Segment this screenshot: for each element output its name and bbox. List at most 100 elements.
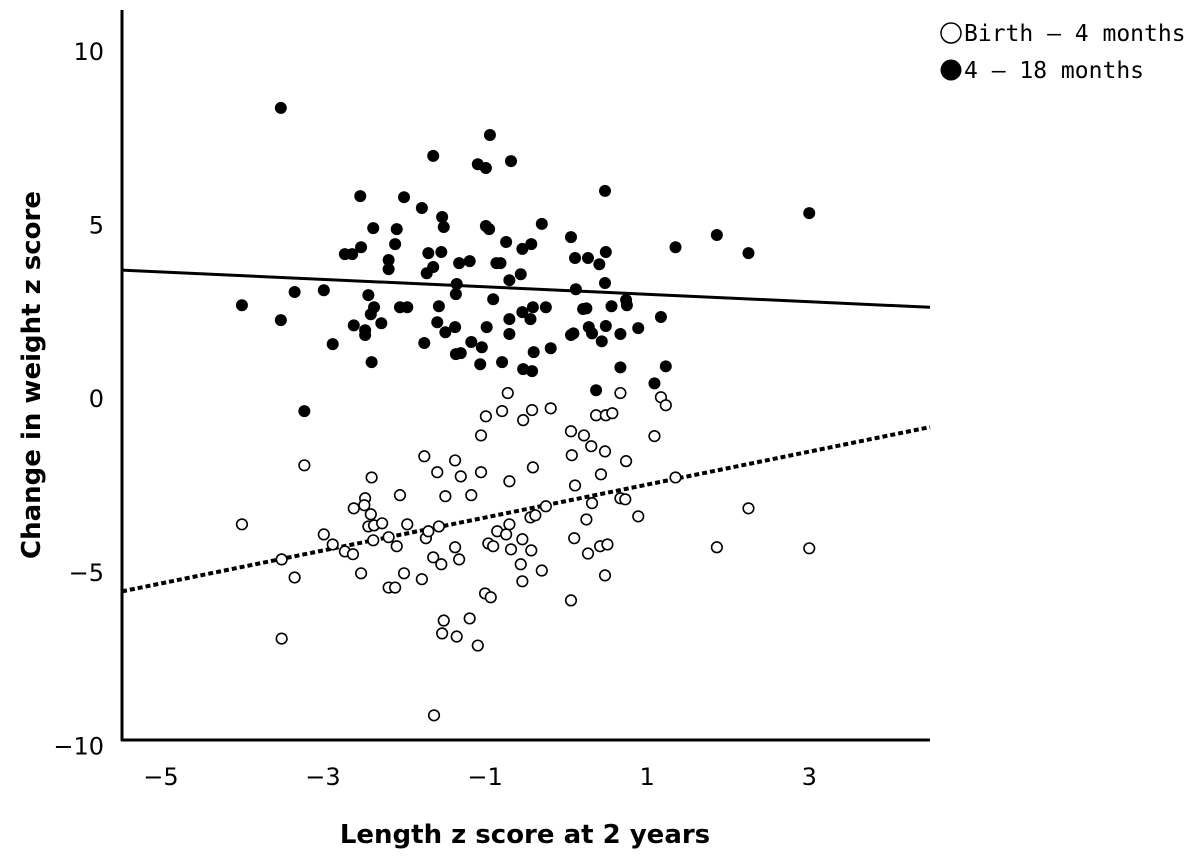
point-4-18-months <box>580 302 593 315</box>
point-4-18-months <box>483 223 496 236</box>
point-birth-4-months <box>544 402 557 415</box>
point-birth-4-months <box>474 429 488 442</box>
point-4-18-months <box>367 222 380 235</box>
point-4-18-months <box>605 300 618 313</box>
y-axis-title: Change in weight z score <box>17 191 47 559</box>
point-4-18-months <box>586 327 599 340</box>
point-4-18-months <box>463 255 476 268</box>
legend-label-birth-4-months: Birth – 4 months <box>964 21 1186 47</box>
legend-open-circle-icon <box>940 22 962 44</box>
point-4-18-months <box>453 257 466 270</box>
point-birth-4-months <box>535 564 548 577</box>
point-birth-4-months <box>453 553 466 566</box>
point-4-18-months <box>593 258 606 271</box>
point-4-18-months <box>526 301 539 314</box>
legend: Birth – 4 months 4 – 18 months <box>940 21 1186 84</box>
point-4-18-months <box>710 229 723 242</box>
point-birth-4-months <box>619 455 633 468</box>
point-birth-4-months <box>516 533 529 546</box>
point-4-18-months <box>514 268 527 281</box>
point-birth-4-months <box>568 532 581 545</box>
point-birth-4-months <box>401 518 414 531</box>
point-birth-4-months <box>525 403 539 417</box>
point-4-18-months <box>567 327 580 340</box>
point-birth-4-months <box>614 386 627 400</box>
point-birth-4-months <box>484 591 497 604</box>
point-birth-4-months <box>382 531 395 544</box>
point-4-18-months <box>449 288 462 301</box>
point-birth-4-months <box>288 571 301 584</box>
point-4-18-months <box>435 246 448 259</box>
point-4-18-months <box>382 254 395 267</box>
y-tick-label: −10 <box>53 733 104 761</box>
point-4-18-months <box>436 210 449 223</box>
point-birth-4-months <box>514 558 527 571</box>
point-4-18-months <box>382 263 395 276</box>
legend-label-4-18-months: 4 – 18 months <box>964 58 1144 84</box>
point-birth-4-months <box>495 405 509 418</box>
point-birth-4-months <box>415 573 428 586</box>
point-birth-4-months <box>474 466 488 479</box>
point-birth-4-months <box>347 502 360 515</box>
point-4-18-months <box>439 326 452 339</box>
point-4-18-months <box>449 321 462 334</box>
point-4-18-months <box>475 341 488 354</box>
point-birth-4-months <box>564 425 578 438</box>
point-4-18-months <box>503 328 516 341</box>
point-4-18-months <box>599 320 612 333</box>
point-birth-4-months <box>439 490 452 503</box>
point-birth-4-months <box>367 534 380 547</box>
point-birth-4-months <box>669 471 682 484</box>
point-4-18-months <box>355 241 368 254</box>
point-4-18-months <box>479 162 492 175</box>
point-birth-4-months <box>503 475 516 488</box>
point-4-18-months <box>595 335 608 348</box>
point-birth-4-months <box>619 493 632 506</box>
point-birth-4-months <box>585 440 598 453</box>
point-4-18-months <box>669 241 682 254</box>
point-birth-4-months <box>594 468 608 481</box>
y-tick-labels: 10 5 0 −5 −10 <box>53 38 104 761</box>
point-birth-4-months <box>418 450 431 463</box>
y-tick-label: −5 <box>69 559 104 587</box>
point-4-18-months <box>298 405 311 418</box>
point-4-18-months <box>648 377 661 390</box>
point-4-18-months <box>516 306 529 319</box>
point-birth-4-months <box>648 430 661 443</box>
point-birth-4-months <box>431 466 444 479</box>
point-birth-4-months <box>565 449 578 462</box>
point-4-18-months <box>347 319 360 332</box>
point-4-18-months <box>505 155 518 168</box>
x-tick-label: −5 <box>143 763 178 791</box>
point-4-18-months <box>599 276 612 289</box>
point-4-18-months <box>599 246 612 259</box>
x-tick-label: −3 <box>305 763 340 791</box>
point-birth-4-months <box>354 567 368 580</box>
point-birth-4-months <box>501 386 514 400</box>
point-4-18-months <box>599 184 612 197</box>
legend-filled-circle-icon <box>940 59 962 81</box>
point-4-18-months <box>496 356 509 369</box>
point-birth-4-months <box>389 581 402 594</box>
x-tick-labels: −5 −3 −1 1 3 <box>143 763 817 791</box>
point-birth-4-months <box>393 489 407 502</box>
point-birth-4-months <box>448 541 462 554</box>
point-4-18-months <box>483 129 496 142</box>
point-4-18-months <box>375 317 388 330</box>
point-birth-4-months <box>437 614 450 627</box>
point-4-18-months <box>614 328 627 341</box>
point-birth-4-months <box>465 489 478 502</box>
point-birth-4-months <box>390 540 403 553</box>
point-4-18-months <box>420 267 433 280</box>
point-birth-4-months <box>479 410 492 423</box>
point-birth-4-months <box>235 518 249 531</box>
x-axis-title: Length z score at 2 years <box>340 820 710 850</box>
point-4-18-months <box>487 293 500 306</box>
point-birth-4-months <box>539 500 552 513</box>
point-birth-4-months <box>525 544 538 557</box>
point-birth-4-months <box>526 461 539 474</box>
point-birth-4-months <box>577 429 591 442</box>
point-birth-4-months <box>463 612 476 625</box>
point-birth-4-months <box>435 558 448 571</box>
point-4-18-months <box>427 149 440 162</box>
